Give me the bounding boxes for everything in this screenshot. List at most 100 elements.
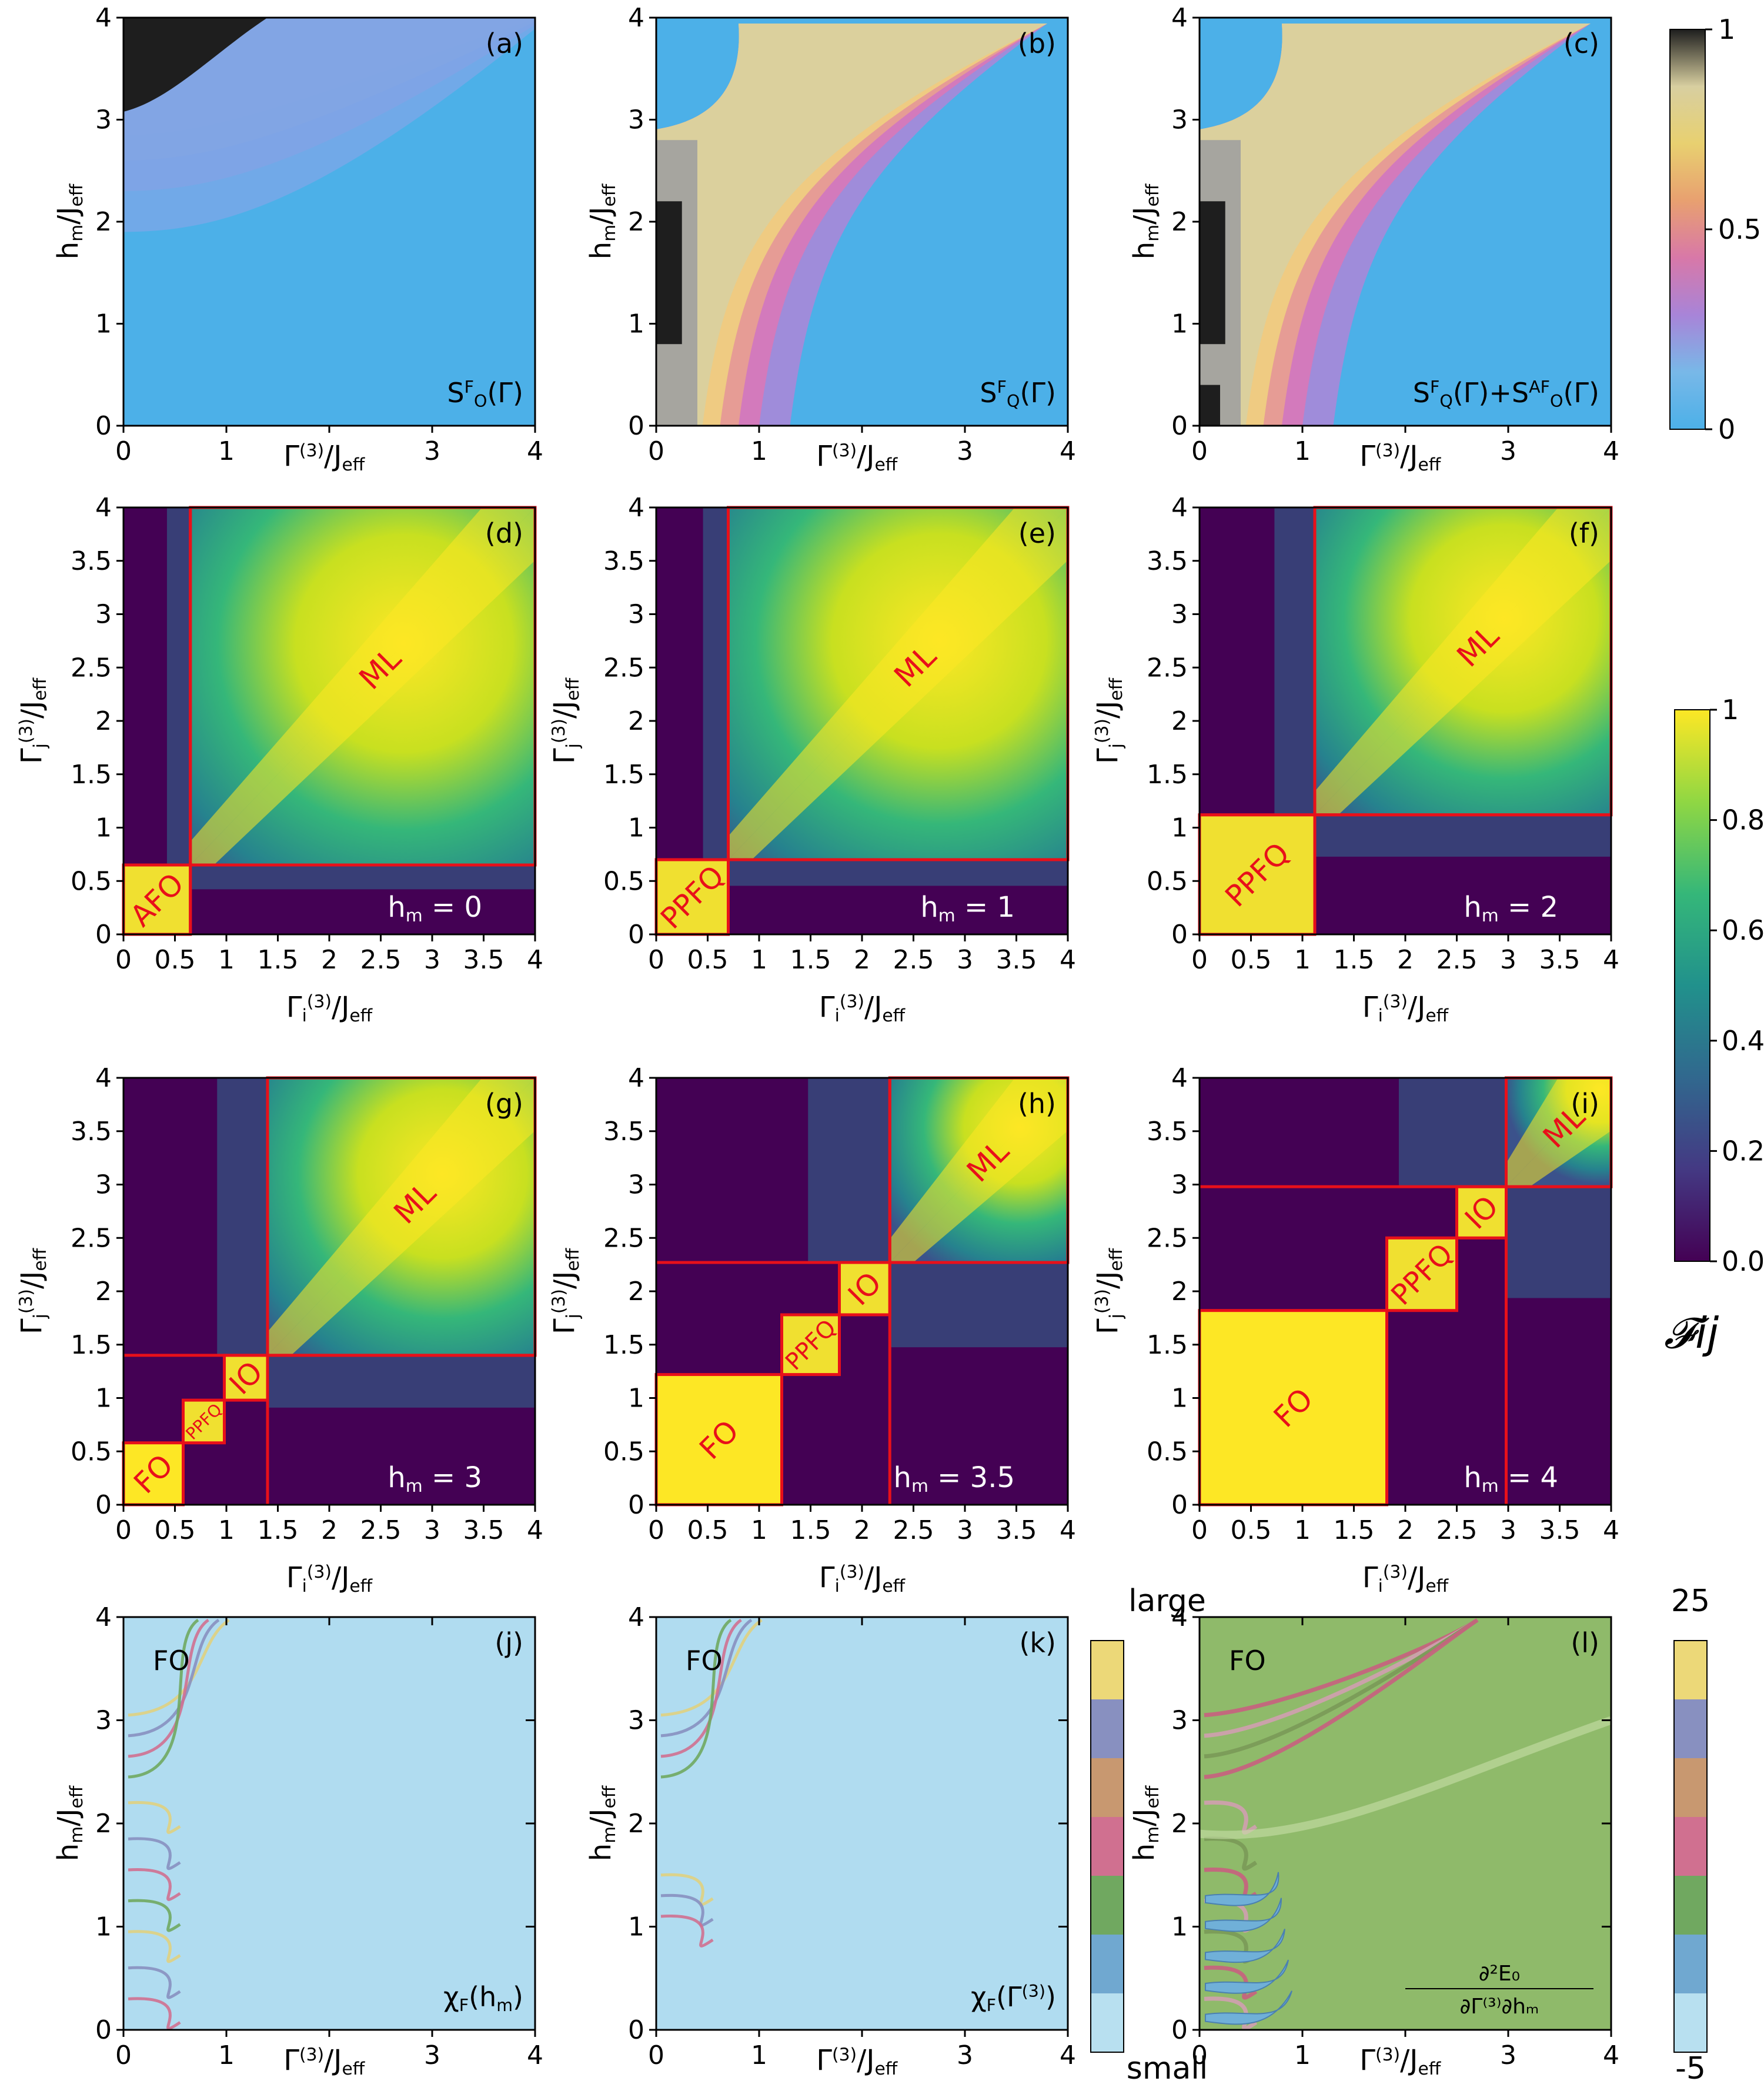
y-tick-label: 3 [95, 1706, 112, 1736]
heatmap-b [656, 18, 1068, 426]
y-axis-label-part: j [1106, 1314, 1127, 1319]
x-axis-label-part: (3) [840, 1562, 864, 1582]
y-tick-label: 1 [95, 309, 112, 339]
field-label-part: h [1464, 891, 1481, 924]
x-tick-label: 4 [527, 2040, 543, 2070]
colorbar-segment [1674, 1993, 1707, 2053]
x-axis-label-part: Γ [286, 1561, 302, 1594]
x-axis-label: Γi(3)/Jeff [1362, 1561, 1449, 1596]
region-outline [223, 1354, 269, 1402]
y-tick-label: 3.5 [603, 1117, 644, 1147]
x-tick-label: 1.5 [258, 1515, 299, 1545]
x-axis-label-part: eff [1418, 455, 1441, 475]
x-tick-label: 0.5 [155, 945, 196, 975]
x-tick-label: 4 [527, 1515, 543, 1545]
x-tick-label: 0.5 [1231, 945, 1272, 975]
heatmap-c [1200, 18, 1611, 426]
y-axis-label-part: j [30, 743, 51, 749]
colorbar-tick-label: 0.5 [1718, 213, 1761, 245]
annotation-part: Q [1007, 392, 1020, 411]
x-axis-label-part: (3) [307, 1562, 332, 1582]
y-axis-label-part: m [1142, 225, 1163, 242]
y-tick-label: 0.5 [71, 1437, 112, 1467]
heatmap-diagonal [1506, 1078, 1611, 1187]
x-tick-label: 2.5 [1436, 1515, 1478, 1545]
annotation-part: ) [1045, 1981, 1056, 2013]
y-tick-label: 0.5 [71, 866, 112, 896]
annotation-part: χ [971, 1981, 987, 2013]
x-axis-label-part: Γ [816, 440, 832, 473]
y-axis-label-part: /J [15, 1271, 48, 1289]
y-tick-label: 4 [1171, 1063, 1188, 1093]
field-label: hm = 0 [387, 891, 482, 926]
annotation-part: S [447, 377, 464, 409]
heatmap-strip [1398, 1078, 1506, 1187]
y-axis-label-part: j [563, 1314, 583, 1319]
y-tick-label: 1 [1171, 1912, 1188, 1942]
y-axis-label-part: eff [599, 183, 620, 206]
panel-label: (h) [1018, 1088, 1056, 1120]
annotation-denominator: ∂Γ⁽³⁾∂hₘ [1460, 1995, 1539, 2019]
colorbar-tick-label: 0.4 [1722, 1025, 1764, 1057]
heatmap-dark-region [1200, 201, 1225, 345]
x-tick-label: 0 [648, 436, 664, 466]
heatmap-block [224, 1355, 268, 1401]
x-axis-label-part: eff [1425, 1006, 1449, 1026]
colorbar-tick-label: 0.6 [1722, 914, 1764, 946]
heatmap-block [1200, 1310, 1387, 1505]
x-tick-label: 0 [115, 945, 132, 975]
x-axis-label-part: Γ [286, 991, 302, 1024]
y-tick-label: 1 [95, 813, 112, 843]
x-tick-label: 2 [854, 945, 870, 975]
heatmap-lobe [1205, 1898, 1282, 1932]
heatmap-line [128, 1930, 181, 1963]
y-tick-label: 4 [95, 493, 112, 523]
x-tick-label: 4 [1060, 436, 1076, 466]
x-axis-label-part: Γ [1362, 1561, 1378, 1594]
panel-label: (e) [1018, 517, 1056, 549]
heatmap-line [128, 1801, 181, 1834]
colorbar-tick-label: 1 [1722, 694, 1739, 726]
x-tick-label: 3.5 [996, 945, 1037, 975]
field-label-part: h [387, 1461, 405, 1494]
y-axis-label-part: eff [563, 1247, 583, 1271]
annotation-part: O [474, 392, 487, 411]
y-tick-label: 0 [95, 1490, 112, 1520]
heatmap-line [128, 1899, 181, 1932]
x-axis-label-part: Γ [1359, 2044, 1375, 2077]
y-tick-label: 0.5 [1147, 866, 1188, 896]
x-axis-label: Γ(3)/Jeff [1359, 440, 1442, 475]
y-axis-label: hm/Jeff [584, 183, 620, 259]
x-tick-label: 3.5 [996, 1515, 1037, 1545]
y-tick-label: 3 [628, 600, 644, 630]
y-axis-label-part: Γ [548, 748, 581, 764]
y-axis-label-part: eff [1106, 1247, 1127, 1271]
x-tick-label: 2 [854, 1515, 870, 1545]
colorbar-segment [1674, 1817, 1707, 1876]
y-tick-label: 1 [1171, 813, 1188, 843]
y-axis-label-part: (3) [549, 1289, 569, 1314]
heatmap-ridge [1200, 1716, 1611, 1839]
x-tick-label: 3 [1500, 2040, 1516, 2070]
x-tick-label: 4 [1603, 2040, 1619, 2070]
y-axis-label-part: /J [15, 701, 48, 719]
colorbar-segment [1091, 1758, 1124, 1818]
heatmap-strip [166, 507, 191, 866]
field-label-part: m [1482, 1476, 1499, 1497]
colorbar-tick-label: 1 [1718, 14, 1735, 45]
y-tick-label: 2 [628, 1277, 644, 1307]
y-tick-label: 4 [95, 1063, 112, 1093]
heatmap-block [123, 1442, 183, 1505]
annotation: SFQ(Γ)+SAFO(Γ) [1413, 377, 1599, 411]
colorbar-segment [1674, 1935, 1707, 1994]
panel-label: (l) [1571, 1627, 1599, 1659]
y-tick-label: 0 [1171, 1490, 1188, 1520]
annotation-part: Q [1439, 392, 1452, 411]
y-tick-label: 3.5 [1147, 1117, 1188, 1147]
heatmap-strip [703, 507, 729, 860]
heatmap-base [656, 1617, 1068, 2030]
x-tick-label: 2 [321, 945, 338, 975]
x-axis-label-part: /J [857, 440, 874, 473]
x-axis-label-part: /J [324, 440, 342, 473]
colorbar-segment [1674, 1699, 1707, 1759]
